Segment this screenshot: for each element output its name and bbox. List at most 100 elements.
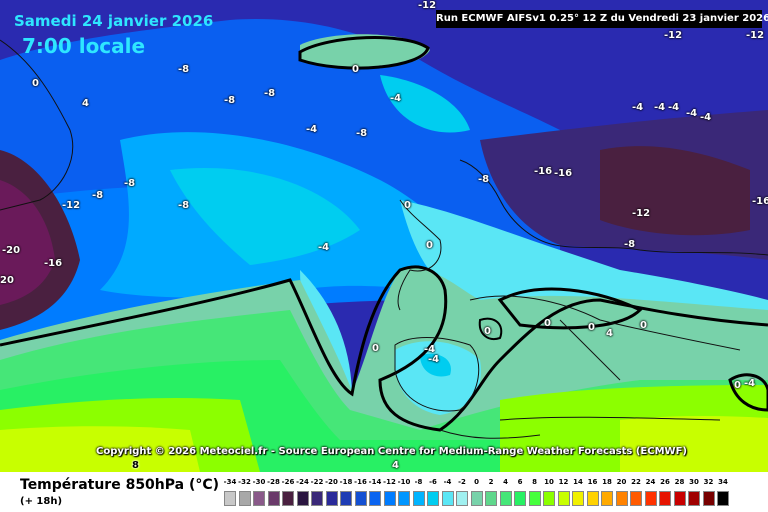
legend-swatch xyxy=(528,491,541,506)
contour-label: -16 xyxy=(554,168,573,179)
contour-label: 4 xyxy=(606,328,613,339)
contour-label: -16 xyxy=(752,196,768,207)
legend-swatch xyxy=(253,491,265,506)
legend-tick: -24 xyxy=(296,478,309,486)
contour-label: -8 xyxy=(92,190,104,201)
contour-label: 20 xyxy=(0,275,14,286)
legend-swatch xyxy=(688,491,700,506)
legend-swatch xyxy=(586,491,599,506)
contour-label: -8 xyxy=(264,88,276,99)
legend-swatch xyxy=(340,491,352,506)
legend-tick: -16 xyxy=(354,478,367,486)
contour-label: -12 xyxy=(62,200,81,211)
contour-label: -12 xyxy=(632,208,651,219)
legend-tick: 30 xyxy=(689,478,699,486)
contour-label: -8 xyxy=(624,239,636,250)
legend-tick: -18 xyxy=(339,478,353,486)
contour-label: -8 xyxy=(224,95,236,106)
legend-tick: 20 xyxy=(616,478,627,486)
legend-tick: 26 xyxy=(660,478,670,486)
legend-tick: -14 xyxy=(368,478,382,486)
forecast-time: 7:00 locale xyxy=(22,34,146,58)
temperature-map: Samedi 24 janvier 2026 7:00 locale Run E… xyxy=(0,0,768,472)
contour-label: -4 xyxy=(390,93,402,104)
contour-label: -4 xyxy=(744,378,756,389)
copyright-notice: Copyright © 2026 Meteociel.fr - Source E… xyxy=(96,446,687,457)
contour-label: -8 xyxy=(124,178,136,189)
contour-label: -8 xyxy=(178,64,190,75)
legend-tick: 18 xyxy=(602,478,612,486)
legend-footer: Température 850hPa (°C) (+ 18h) -34 -32 -3… xyxy=(0,472,768,512)
legend-swatch xyxy=(267,491,280,506)
legend-swatch xyxy=(717,491,729,506)
legend-swatch xyxy=(383,491,396,506)
legend-swatch xyxy=(296,491,309,506)
contour-label: -16 xyxy=(44,258,63,269)
model-run-banner: Run ECMWF AIFSv1 0.25° 12 Z du Vendredi … xyxy=(436,10,768,28)
legend-title: Température 850hPa (°C) xyxy=(20,477,220,493)
legend-swatch xyxy=(499,491,512,506)
contour-label: 0 xyxy=(404,200,411,211)
contour-label: 0 xyxy=(484,326,491,337)
legend-swatch xyxy=(311,491,323,506)
contour-label: -12 xyxy=(418,0,437,11)
contour-label: -16 xyxy=(534,166,553,177)
legend-tick: 28 xyxy=(674,478,685,486)
legend-tick: 10 xyxy=(544,478,554,486)
contour-label: 4 xyxy=(392,460,399,471)
legend-swatch xyxy=(456,491,468,506)
legend-tick: 4 xyxy=(503,478,508,486)
legend-tick: -32 xyxy=(238,478,251,486)
legend-tick: 22 xyxy=(631,478,641,486)
legend-swatch xyxy=(238,491,251,506)
legend-swatch xyxy=(702,491,715,506)
legend-swatch xyxy=(398,491,410,506)
legend-tick: -20 xyxy=(325,478,338,486)
legend-swatch xyxy=(224,491,236,506)
contour-label: -8 xyxy=(356,128,368,139)
legend-swatch xyxy=(369,491,381,506)
legend-tick: -30 xyxy=(252,478,266,486)
contour-label: 0 xyxy=(544,318,551,329)
contour-label: -8 xyxy=(478,174,490,185)
contour-label: -4 xyxy=(700,112,712,123)
contour-label: 0 xyxy=(372,343,379,354)
legend-tick: 34 xyxy=(718,478,728,486)
legend-swatch xyxy=(427,491,439,506)
contour-label: -8 xyxy=(178,200,190,211)
temperature-field xyxy=(0,0,768,472)
contour-label: -4 xyxy=(318,242,330,253)
legend-tick: -28 xyxy=(267,478,280,486)
legend-tick: 32 xyxy=(703,478,714,486)
contour-label: -4 xyxy=(424,344,436,355)
legend-swatch xyxy=(441,491,454,506)
contour-label: -12 xyxy=(664,30,683,41)
legend-tick: 14 xyxy=(573,478,583,486)
legend-swatch xyxy=(615,491,628,506)
legend-swatch xyxy=(514,491,526,506)
legend-swatch xyxy=(673,491,686,506)
legend-tick: 2 xyxy=(488,478,494,486)
contour-label: -4 xyxy=(654,102,666,113)
legend-tick: -12 xyxy=(383,478,396,486)
legend-tick: -26 xyxy=(281,478,295,486)
legend-swatch xyxy=(644,491,657,506)
legend-swatch xyxy=(282,491,294,506)
legend-tick: 16 xyxy=(587,478,598,486)
legend-tick: 24 xyxy=(645,478,656,486)
contour-label: 0 xyxy=(588,322,595,333)
contour-label: 4 xyxy=(82,98,89,109)
legend-tick: -4 xyxy=(443,478,452,486)
legend-swatch xyxy=(659,491,671,506)
legend-tick: 8 xyxy=(532,478,537,486)
legend-tick: -22 xyxy=(310,478,324,486)
legend-tick: -34 xyxy=(223,478,237,486)
contour-label: 0 xyxy=(426,240,433,251)
legend-tick: 0 xyxy=(474,478,479,486)
contour-label: -12 xyxy=(746,30,765,41)
legend-swatch xyxy=(557,491,570,506)
legend-swatch xyxy=(325,491,338,506)
contour-label: 0 xyxy=(352,64,359,75)
legend-tick: -10 xyxy=(397,478,411,486)
legend-swatch xyxy=(470,491,483,506)
